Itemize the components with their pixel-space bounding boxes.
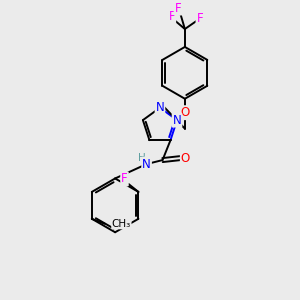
Text: F: F — [169, 10, 175, 22]
Text: CH₃: CH₃ — [112, 219, 131, 229]
Text: N: N — [172, 114, 182, 127]
Text: F: F — [121, 172, 128, 185]
Text: H: H — [138, 153, 146, 163]
Text: N: N — [156, 101, 164, 114]
Text: F: F — [196, 11, 203, 25]
Text: N: N — [142, 158, 151, 171]
Text: O: O — [180, 106, 190, 119]
Text: O: O — [181, 152, 190, 165]
Text: F: F — [175, 2, 181, 15]
